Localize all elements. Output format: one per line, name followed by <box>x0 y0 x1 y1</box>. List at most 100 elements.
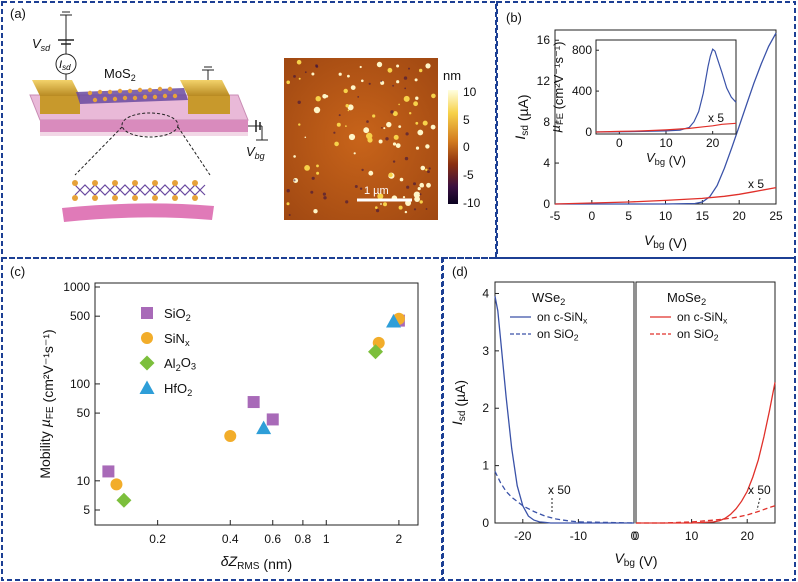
afm-particle <box>359 65 362 69</box>
plot-frame <box>94 282 419 526</box>
panel-c: (c) 0.2 0.4 0.6 0.8 1 2 5 10 50 100 500 1000 δZRMS (… <box>10 264 419 572</box>
afm-particle <box>347 104 354 111</box>
legend-label: on c-SiNx <box>537 310 588 326</box>
afm-particle <box>347 109 350 112</box>
legend-marker-triangle <box>139 380 155 394</box>
legend-label: on c-SiNx <box>677 310 728 326</box>
afm-particle <box>396 80 400 84</box>
afm-pit <box>345 200 349 204</box>
data-point-triangle <box>256 420 272 435</box>
afm-pit <box>376 209 380 213</box>
afm-particle <box>417 187 421 191</box>
afm-particle <box>388 172 393 178</box>
afm-pit <box>315 64 318 67</box>
inset-y-tick-label: 0 <box>585 125 592 139</box>
afm-particle <box>347 74 350 78</box>
afm-particle <box>409 112 412 115</box>
afm-particle <box>402 196 406 199</box>
inset-frame <box>595 39 737 135</box>
afm-particle <box>426 182 431 188</box>
afm-particle <box>345 125 347 127</box>
y-tick-label: 1000 <box>63 280 90 294</box>
x-axis-title: δZRMS (nm) <box>221 553 292 572</box>
afm-particle <box>383 127 386 130</box>
colorbar-tick: -5 <box>463 168 474 182</box>
annotation-x5: x 5 <box>748 177 764 191</box>
y-axis-title: Isd (µA) <box>512 94 531 139</box>
afm-particle <box>425 63 431 69</box>
y-tick-label: 5 <box>83 503 90 517</box>
vbg-label: Vbg <box>246 144 265 161</box>
inset-series-line-red <box>595 122 737 133</box>
y-tick-label: 16 <box>537 33 551 47</box>
afm-pit <box>322 192 326 196</box>
afm-particle <box>366 132 373 140</box>
afm-particle <box>419 200 423 204</box>
afm-particle <box>415 96 419 100</box>
inset-x-tick-label: 10 <box>659 136 673 150</box>
afm-particle <box>413 101 418 107</box>
series-line-blue <box>555 32 777 205</box>
afm-pit <box>286 189 290 193</box>
data-point-square <box>266 413 279 426</box>
x-axis-title: Vbg (V) <box>644 232 687 251</box>
afm-particle <box>353 152 356 155</box>
subplot-title: WSe2 <box>532 290 565 307</box>
afm-particle <box>422 120 428 126</box>
data-point-diamond <box>116 492 132 508</box>
x-tick-label: 0.2 <box>149 532 166 546</box>
plot-frame <box>635 281 776 524</box>
legend-marker-square <box>141 307 153 319</box>
colorbar-unit: nm <box>443 68 461 83</box>
zoom-line <box>74 126 123 176</box>
vsd-label: Vsd <box>32 36 51 53</box>
afm-pit <box>381 127 383 129</box>
inset-y-axis-title: µFE (cm²V⁻¹s⁻¹) <box>548 42 566 133</box>
afm-particle <box>392 111 398 117</box>
afm-particle <box>304 136 307 139</box>
afm-pit <box>428 167 431 170</box>
afm-pit <box>288 214 291 216</box>
afm-particle <box>298 77 301 80</box>
afm-particle <box>313 209 318 214</box>
y-tick-label: 1 <box>482 459 489 473</box>
afm-particle <box>298 123 301 126</box>
panel-b-border <box>496 1 796 259</box>
x-tick-label: 1 <box>323 532 330 546</box>
rough-substrate <box>62 203 214 222</box>
data-point-triangle <box>386 314 402 328</box>
substrate-layer <box>40 132 248 136</box>
afm-pit <box>404 156 409 161</box>
afm-particle <box>383 202 387 207</box>
y-tick-label: 0 <box>543 197 550 211</box>
y-tick-label: 50 <box>77 406 91 420</box>
afm-pit <box>333 131 336 134</box>
afm-pit <box>293 75 296 78</box>
panel-d-label: (d) <box>452 264 468 279</box>
afm-particle <box>413 191 421 198</box>
series-line-dashed <box>494 471 635 524</box>
series-line-red <box>554 186 777 205</box>
substrate-side <box>40 120 248 132</box>
afm-particle <box>404 210 408 214</box>
inset-annotation-x5: x 5 <box>708 111 724 125</box>
afm-particle <box>425 144 430 149</box>
y-tick-label: 10 <box>77 474 91 488</box>
y-tick-label: 12 <box>537 74 551 88</box>
afm-particle <box>334 141 339 147</box>
afm-particle <box>396 64 400 68</box>
afm-particle <box>398 205 403 210</box>
afm-particle <box>420 165 426 171</box>
isd-label: Isd <box>59 59 71 72</box>
panel-a: (a) Vsd Isd MoS2 Vbg <box>10 6 481 222</box>
inset-y-tick-label: 800 <box>572 43 592 57</box>
x-tick-label: 5 <box>625 209 632 223</box>
y-tick-label: 4 <box>543 156 550 170</box>
afm-pit <box>359 187 363 190</box>
afm-particle <box>286 202 290 206</box>
y-axis-title: Mobility µFE (cm²V⁻¹s⁻¹) <box>37 329 56 478</box>
legend-label: on SiO2 <box>537 327 579 343</box>
x-axis-title: Vbg (V) <box>614 550 657 569</box>
afm-particle <box>395 143 401 149</box>
afm-particle <box>350 85 356 90</box>
